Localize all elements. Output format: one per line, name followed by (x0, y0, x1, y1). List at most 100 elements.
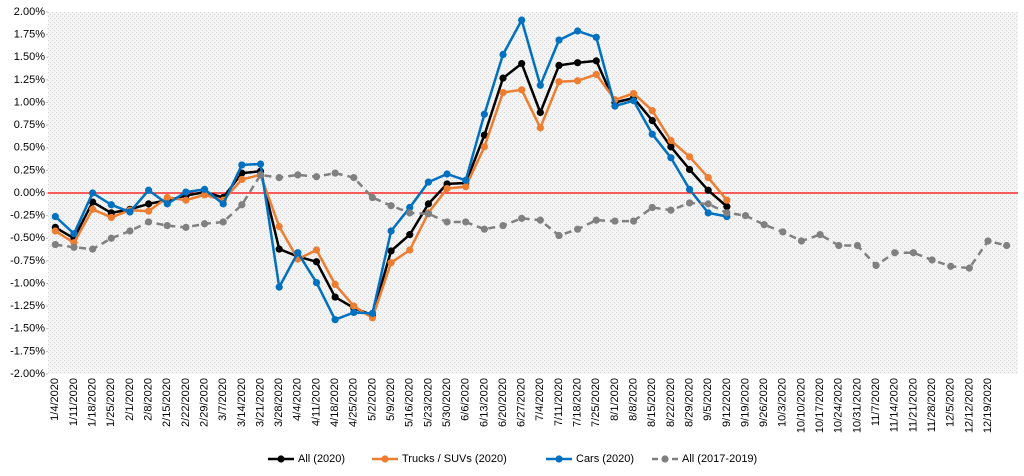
data-point (723, 196, 731, 204)
data-point (928, 256, 936, 264)
data-point (518, 59, 526, 68)
data-point (312, 278, 321, 287)
x-tick-label: 8/29/2020 (683, 378, 695, 427)
data-point (574, 77, 582, 85)
data-point (853, 241, 862, 250)
legend-label: All (2017-2019) (682, 453, 757, 465)
y-tick-label: -1.00% (10, 277, 45, 289)
data-point (406, 209, 414, 217)
x-tick-label: 1/25/2020 (105, 378, 117, 427)
data-point (89, 245, 97, 253)
data-point (312, 173, 321, 181)
data-point (424, 178, 433, 186)
data-point (574, 59, 582, 67)
data-point (312, 246, 321, 254)
x-tick-label: 3/21/2020 (254, 378, 266, 427)
data-point (499, 88, 507, 97)
data-point (275, 174, 283, 182)
data-point (499, 50, 507, 59)
legend-marker (555, 455, 563, 463)
x-tick-label: 3/7/2020 (217, 378, 229, 421)
data-point (200, 191, 209, 199)
x-tick-label: 2/29/2020 (198, 378, 210, 427)
data-point (294, 249, 302, 257)
data-point (70, 230, 78, 238)
data-point (480, 143, 488, 151)
data-point (611, 102, 619, 110)
data-point (163, 221, 171, 230)
x-tick-label: 11/28/2020 (926, 378, 938, 432)
x-tick-label: 4/4/2020 (292, 378, 304, 421)
x-tick-label: 9/19/2020 (739, 378, 751, 427)
x-tick-label: 1/4/2020 (49, 378, 61, 421)
data-point (331, 169, 339, 177)
data-point (667, 143, 675, 151)
data-point (238, 161, 246, 169)
data-point (648, 107, 656, 115)
data-point (51, 227, 59, 235)
x-tick-label: 10/17/2020 (814, 378, 826, 433)
data-point (200, 185, 209, 193)
data-point (406, 246, 414, 254)
x-tick-label: 4/25/2020 (348, 378, 360, 427)
y-tick-label: 0.00% (14, 187, 45, 199)
data-point (462, 176, 470, 184)
y-tick-label: 1.75% (14, 29, 45, 41)
x-tick-label: 1/18/2020 (87, 378, 99, 427)
data-point (667, 154, 675, 162)
x-tick-label: 10/3/2020 (777, 378, 789, 427)
x-tick-label: 7/25/2020 (590, 378, 602, 427)
y-tick-label: 1.00% (14, 96, 45, 108)
data-point (182, 196, 190, 204)
y-tick-label: -0.25% (10, 210, 45, 222)
data-point (891, 249, 899, 257)
data-point (126, 227, 134, 235)
legend-marker (661, 455, 669, 463)
data-point (629, 217, 638, 225)
data-point (835, 241, 843, 250)
data-point (704, 209, 712, 217)
x-tick-label: 11/21/2020 (907, 378, 919, 432)
data-point (238, 175, 246, 184)
data-point (350, 308, 358, 317)
x-tick-label: 5/16/2020 (404, 378, 416, 427)
data-point (406, 231, 414, 239)
data-point (443, 170, 451, 178)
data-point (350, 174, 358, 182)
data-point (499, 221, 507, 230)
data-point (89, 205, 97, 213)
data-point (555, 61, 563, 69)
data-point (1003, 241, 1011, 250)
x-tick-label: 4/18/2020 (329, 378, 341, 427)
data-point (424, 210, 433, 218)
y-tick-label: -0.50% (10, 232, 45, 244)
y-tick-label: -1.75% (10, 345, 45, 357)
data-point (685, 153, 694, 161)
x-tick-label: 7/4/2020 (534, 378, 546, 421)
data-point (51, 212, 59, 221)
data-point (368, 193, 377, 202)
x-tick-label: 9/12/2020 (721, 378, 733, 427)
x-tick-label: 9/5/2020 (702, 378, 714, 421)
data-point (536, 108, 544, 117)
legend-label: Trucks / SUVs (2020) (402, 453, 507, 465)
data-point (592, 57, 600, 65)
data-point (294, 171, 302, 179)
x-tick-label: 9/26/2020 (758, 378, 770, 427)
x-tick-label: 11/7/2020 (870, 378, 882, 426)
y-tick-label: -2.00% (10, 368, 45, 380)
data-point (536, 81, 544, 89)
legend-label: Cars (2020) (576, 453, 634, 465)
data-point (741, 212, 750, 220)
data-point (872, 261, 880, 269)
data-point (200, 220, 209, 228)
legend-item: All (2020) (268, 453, 345, 465)
data-point (443, 218, 451, 226)
data-point (629, 97, 638, 105)
data-point (387, 227, 395, 235)
data-point (779, 228, 787, 236)
data-point (648, 117, 656, 125)
data-point (462, 183, 470, 191)
data-point (723, 209, 731, 217)
data-point (163, 193, 171, 202)
